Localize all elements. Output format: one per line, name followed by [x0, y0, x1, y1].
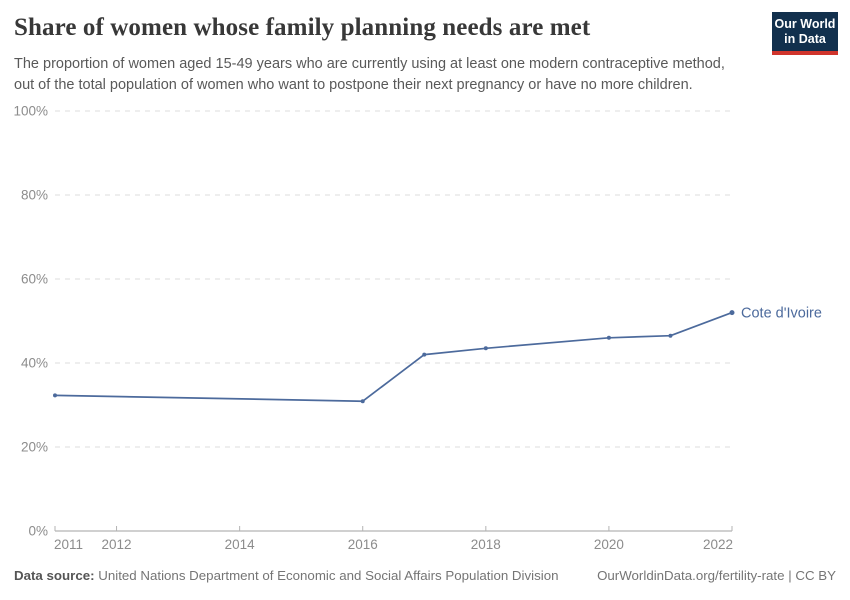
- chart-subtitle: The proportion of women aged 15-49 years…: [14, 54, 774, 96]
- data-point-marker[interactable]: [729, 310, 735, 316]
- data-point-marker[interactable]: [360, 399, 365, 404]
- data-point-marker[interactable]: [483, 346, 488, 351]
- owid-logo-box: Our World in Data: [772, 12, 838, 51]
- x-tick-label: 2020: [594, 537, 624, 552]
- x-tick-label: 2014: [225, 537, 256, 552]
- subtitle-line-2: out of the total population of women who…: [14, 77, 693, 93]
- data-point-marker[interactable]: [606, 335, 611, 340]
- data-source-label: Data source:: [14, 568, 95, 583]
- license-link[interactable]: OurWorldinData.org/fertility-rate | CC B…: [597, 568, 836, 583]
- chart-footer: Data source: United Nations Department o…: [14, 568, 836, 583]
- y-tick-label: 80%: [21, 188, 48, 203]
- data-point-marker[interactable]: [668, 333, 673, 338]
- y-tick-label: 100%: [13, 104, 48, 119]
- data-source: Data source: United Nations Department o…: [14, 568, 558, 583]
- data-source-text: United Nations Department of Economic an…: [98, 568, 559, 583]
- y-tick-label: 20%: [21, 440, 48, 455]
- x-tick-label: 2022: [703, 537, 733, 552]
- series-end-label: Cote d'Ivoire: [741, 306, 822, 322]
- y-tick-label: 40%: [21, 356, 48, 371]
- owid-logo-line2: in Data: [784, 32, 826, 46]
- owid-logo: Our World in Data: [772, 12, 838, 55]
- owid-logo-line1: Our World: [774, 17, 836, 31]
- data-point-marker[interactable]: [53, 393, 57, 398]
- x-tick-label: 2011: [54, 537, 83, 552]
- subtitle-line-1: The proportion of women aged 15-49 years…: [14, 56, 725, 72]
- x-tick-label: 2012: [102, 537, 132, 552]
- page-title: Share of women whose family planning nee…: [14, 14, 591, 41]
- y-tick-label: 0%: [28, 524, 48, 539]
- y-tick-label: 60%: [21, 272, 48, 287]
- x-tick-label: 2016: [348, 537, 378, 552]
- owid-logo-red-bar: [772, 51, 838, 55]
- data-point-marker[interactable]: [422, 352, 427, 357]
- x-tick-label: 2018: [471, 537, 501, 552]
- series-line: [54, 311, 733, 403]
